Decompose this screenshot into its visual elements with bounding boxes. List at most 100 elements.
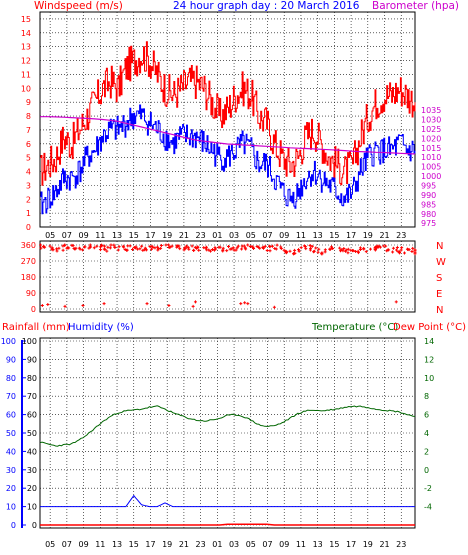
humidity-ytick-label: 60 — [6, 411, 16, 420]
bottom-time-tick-label: 19 — [363, 540, 373, 549]
wind-direction-point — [279, 245, 283, 249]
wind-direction-point — [131, 248, 135, 252]
wind-direction-point — [125, 248, 129, 252]
wind-ytick-label: 7 — [26, 126, 31, 135]
bottom-time-tick-label: 17 — [346, 540, 356, 549]
wind-direction-point — [346, 247, 350, 251]
wind-direction-point — [342, 247, 346, 251]
dir-ytick-label: 180 — [21, 273, 36, 282]
humidity-ytick-label: 20 — [6, 484, 16, 493]
wind-direction-point — [391, 246, 395, 250]
barometer-ytick-label: 1005 — [421, 163, 441, 172]
humidity-ytick-label: 80 — [6, 374, 16, 383]
rainfall-ytick-label: 70 — [27, 392, 37, 401]
wind-direction-point — [356, 249, 360, 253]
wind-direction-point — [234, 248, 238, 252]
temperature-ytick-label: 4 — [424, 429, 429, 438]
wind-direction-point — [148, 245, 152, 249]
wind-direction-point — [265, 248, 269, 252]
temperature-ytick-label: 0 — [424, 466, 429, 475]
direction-label: E — [436, 289, 442, 300]
wind-direction-point — [228, 247, 232, 251]
time-tick-label: 11 — [296, 231, 306, 240]
wind-ytick-label: 9 — [26, 98, 31, 107]
wind-direction-point — [244, 247, 248, 251]
direction-label: N — [436, 305, 443, 316]
time-tick-label: 17 — [346, 231, 356, 240]
wind-direction-point — [285, 250, 289, 254]
wind-direction-point — [288, 249, 292, 253]
rainfall-series-line — [40, 523, 415, 526]
wind-direction-point — [297, 248, 301, 252]
rainfall-ytick-label: 40 — [27, 447, 37, 456]
wind-direction-point — [109, 243, 113, 247]
rainfall-ytick-label: 80 — [27, 374, 37, 383]
bottom-time-tick-label: 21 — [179, 540, 189, 549]
wind-direction-point — [61, 244, 65, 248]
wind-direction-point-low — [246, 302, 250, 306]
humidity-axis-title: Humidity (%) — [68, 322, 134, 333]
wind-direction-point — [330, 245, 334, 249]
rainfall-ytick-label: 60 — [27, 411, 37, 420]
direction-label: N — [436, 241, 443, 252]
time-tick-label: 07 — [262, 231, 272, 240]
dir-ytick-label: 270 — [21, 257, 36, 266]
wind-direction-point — [314, 246, 318, 250]
wind-direction-point — [240, 247, 244, 251]
barometer-ytick-label: 980 — [421, 210, 436, 219]
humidity-ytick-label: 90 — [6, 355, 16, 364]
dir-ytick-label: 90 — [26, 289, 36, 298]
barometer-ytick-label: 1010 — [421, 153, 441, 162]
bottom-time-tick-label: 05 — [45, 540, 55, 549]
time-tick-label: 23 — [196, 231, 206, 240]
wind-direction-point — [134, 246, 138, 250]
wind-direction-point — [128, 244, 132, 248]
wind-direction-point — [395, 245, 399, 249]
wind-direction-point — [308, 243, 312, 247]
time-tick-label: 05 — [45, 231, 55, 240]
wind-direction-point — [159, 244, 163, 248]
wind-direction-point — [231, 246, 235, 250]
wind-direction-point — [375, 246, 379, 250]
wind-direction-point — [212, 248, 216, 252]
wind-direction-point — [92, 246, 96, 250]
wind-ytick-label: 11 — [21, 70, 31, 79]
wind-ytick-label: 6 — [26, 140, 31, 149]
time-tick-label: 19 — [162, 231, 172, 240]
wind-ytick-label: 2 — [26, 195, 31, 204]
wind-direction-point — [362, 246, 366, 250]
wind-direction-point — [51, 247, 55, 251]
wind-direction-point — [55, 247, 59, 251]
bottom-time-tick-label: 11 — [95, 540, 105, 549]
bottom-time-tick-label: 15 — [129, 540, 139, 549]
humidity-ytick-label: 40 — [6, 447, 16, 456]
temperature-ytick-label: 8 — [424, 392, 429, 401]
wind-direction-point — [187, 247, 191, 251]
wind-direction-point — [275, 243, 279, 247]
wind-direction-point — [293, 248, 297, 252]
wind-direction-point — [242, 244, 246, 248]
humidity-ytick-label: 50 — [6, 429, 16, 438]
wind-direction-point — [190, 244, 194, 248]
wind-ytick-label: 5 — [26, 154, 31, 163]
wind-direction-point — [102, 247, 106, 251]
time-tick-label: 07 — [62, 231, 72, 240]
wind-direction-point-low — [63, 304, 67, 308]
barometer-ytick-label: 1020 — [421, 134, 441, 143]
wind-direction-point — [105, 249, 109, 253]
wind-direction-point — [221, 249, 225, 253]
bottom-time-tick-label: 15 — [329, 540, 339, 549]
wind-direction-point — [358, 246, 362, 250]
wind-direction-point — [63, 243, 67, 247]
wind-direction-point — [143, 246, 147, 250]
wind-direction-point — [50, 246, 54, 250]
wind-direction-point — [405, 247, 409, 251]
time-tick-label: 13 — [112, 231, 122, 240]
wind-direction-point — [340, 248, 344, 252]
temperature-series-line — [39, 405, 416, 447]
wind-direction-point — [262, 246, 266, 250]
bottom-time-tick-label: 09 — [279, 540, 289, 549]
wind-direction-point — [250, 245, 254, 249]
wind-direction-point — [77, 246, 81, 250]
